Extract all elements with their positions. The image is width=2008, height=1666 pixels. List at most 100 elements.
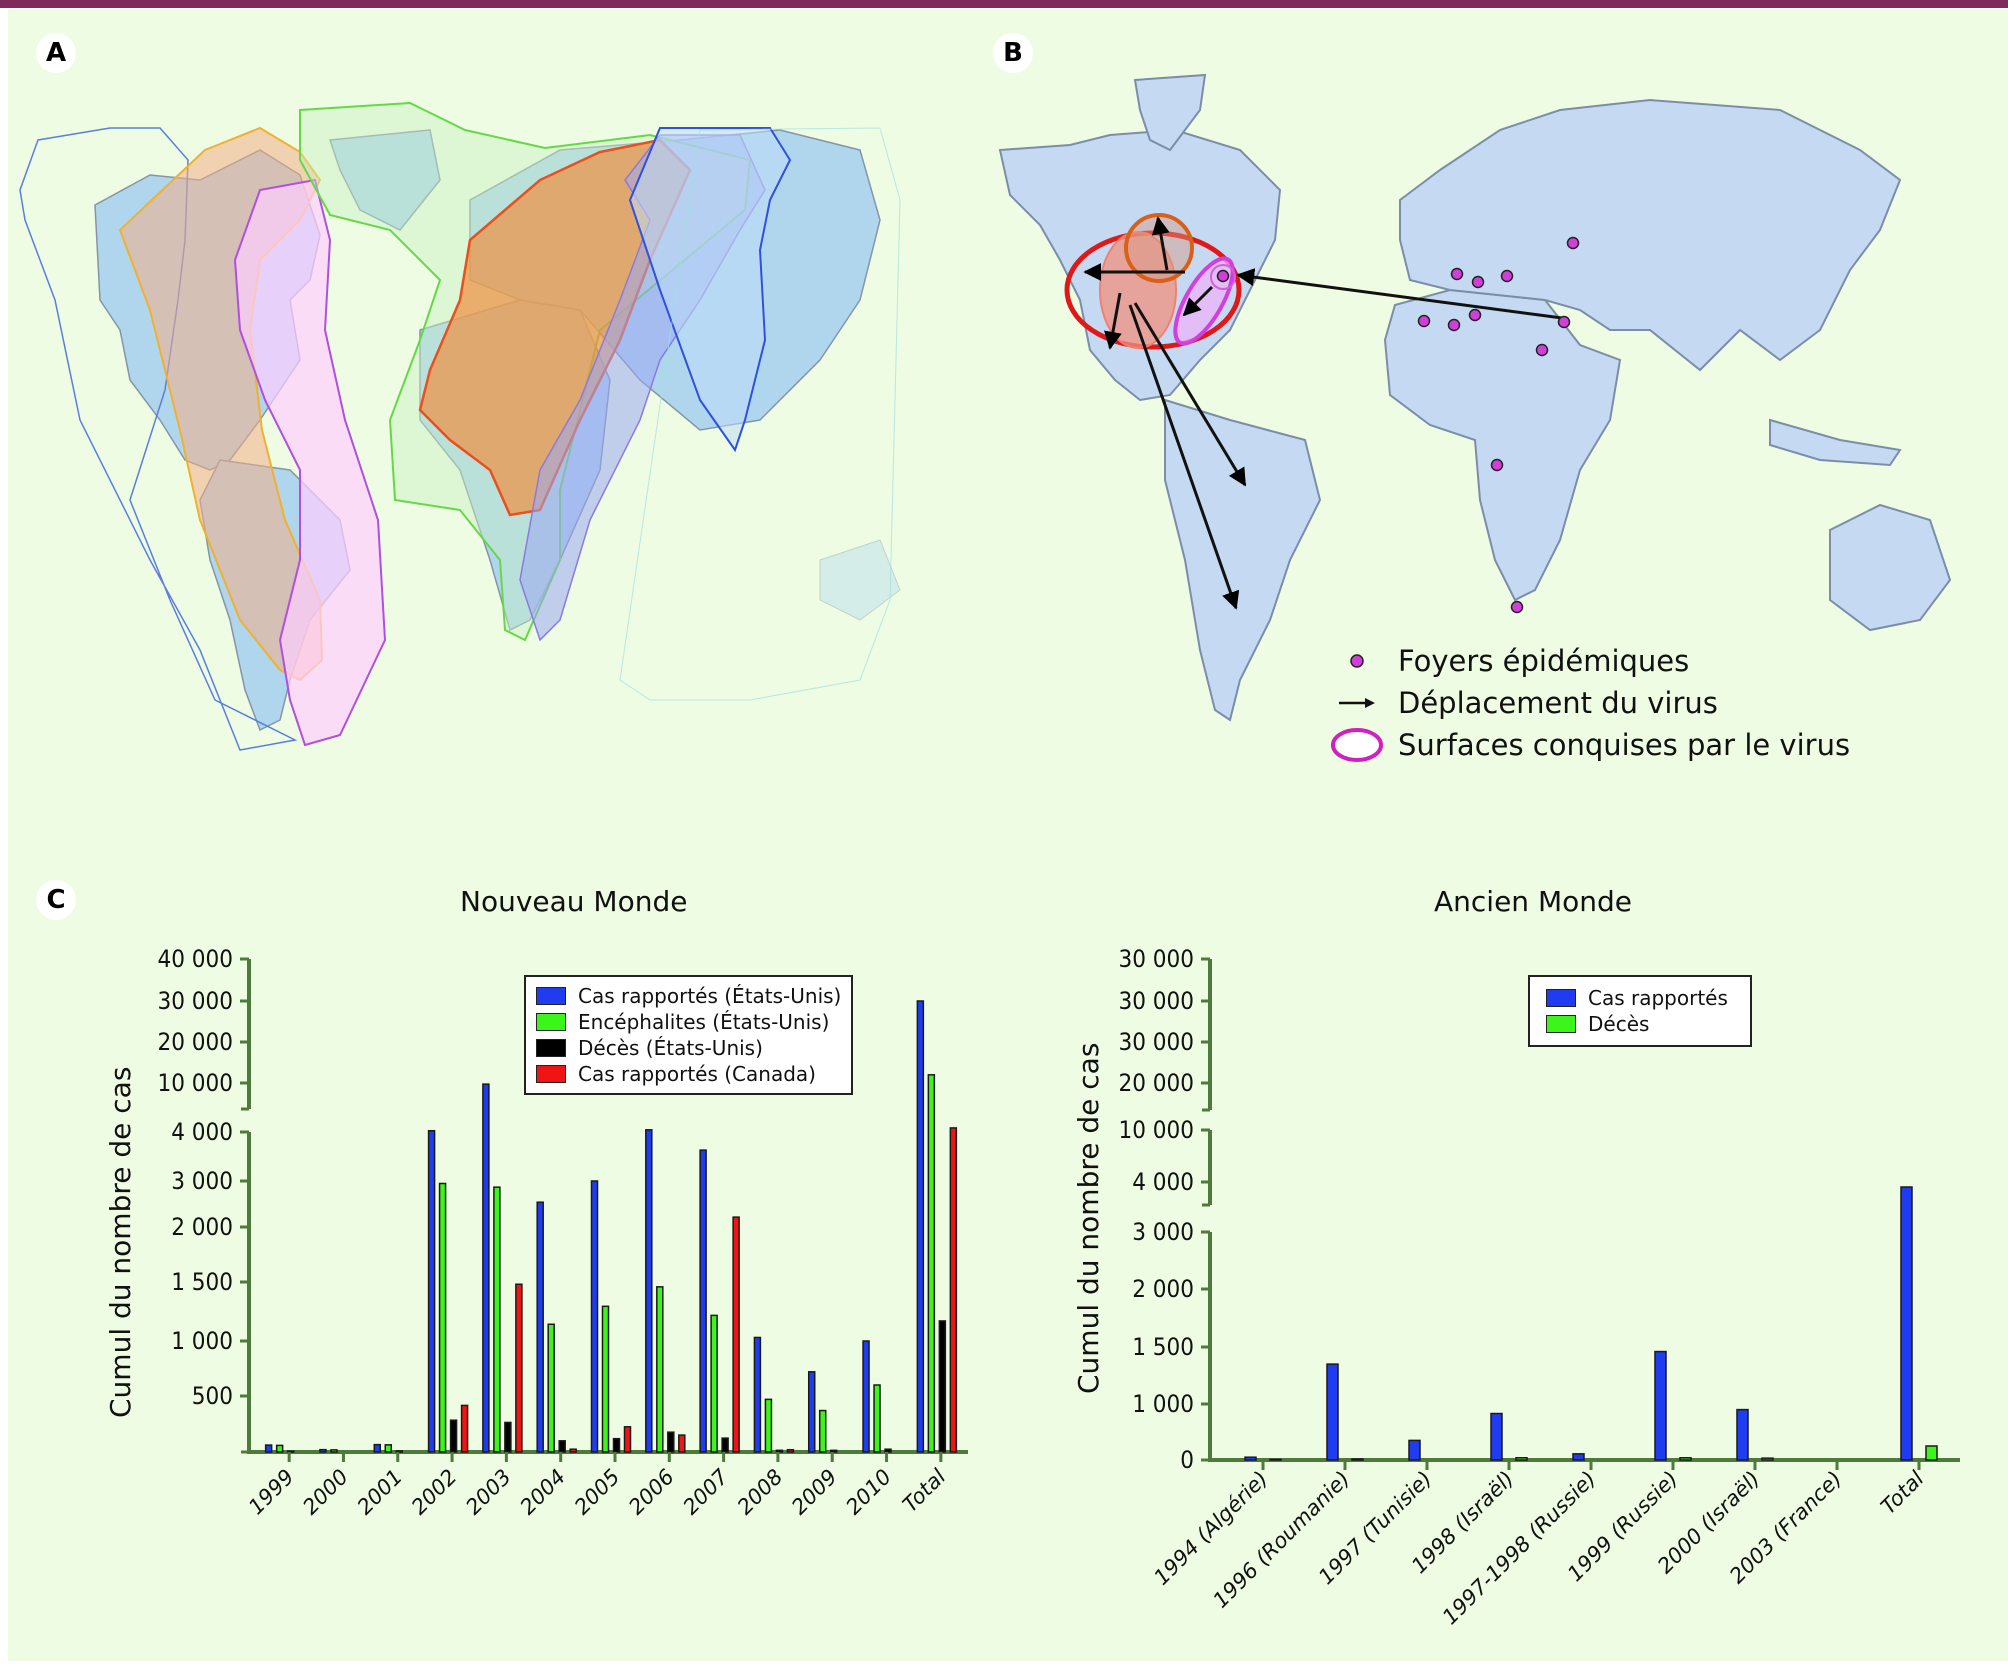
x-tick-label: Total <box>898 1464 950 1516</box>
y-tick-label: 2 000 <box>1132 1275 1194 1303</box>
panel-b-label: B <box>993 33 1033 73</box>
bar <box>504 1421 512 1453</box>
bar <box>493 1186 501 1453</box>
legend-item-outbreak: Foyers épidémiques <box>1330 640 1850 682</box>
surface-ellipse-pink-fill <box>1099 231 1177 349</box>
polygon-cyan-outline <box>619 127 901 701</box>
x-tick-label: Total <box>1876 1466 1928 1518</box>
bar <box>1761 1457 1774 1461</box>
x-tick-label: 1997-1998 (Russie) <box>1438 1467 1601 1630</box>
bar <box>1408 1439 1421 1461</box>
legend-item-movement: Déplacement du virus <box>1330 682 1850 724</box>
legend-item-surface: Surfaces conquises par le virus <box>1330 724 1850 766</box>
legend-label: Cas rapportés <box>1588 986 1728 1010</box>
y-tick-label: 1 500 <box>1132 1333 1194 1361</box>
x-tick-label: 2007 <box>678 1464 733 1519</box>
virus-movements <box>1083 216 1563 610</box>
outbreak-dot <box>1510 600 1524 614</box>
legend-label: Décès (États-Unis) <box>578 1036 763 1060</box>
y-tick-label: 20 000 <box>157 1028 233 1056</box>
bar <box>536 1201 544 1453</box>
outbreak-dot <box>1471 275 1485 289</box>
x-tick-label: 2002 <box>407 1465 462 1520</box>
top-color-bar <box>0 0 2008 8</box>
legend-item: Décès (États-Unis) <box>536 1035 841 1061</box>
bar <box>645 1129 653 1453</box>
chart-title-new-world: Nouveau Monde <box>460 885 688 918</box>
chart-title-old-world: Ancien Monde <box>1434 885 1632 918</box>
bar <box>384 1444 393 1453</box>
legend-item: Décès <box>1546 1011 1728 1037</box>
landmass-south-america-b <box>1164 398 1322 722</box>
y-tick-label: 3 000 <box>171 1167 233 1195</box>
legend-swatch-blue <box>536 987 566 1005</box>
polygon-pink-range <box>233 178 387 747</box>
bar <box>656 1286 664 1453</box>
landmass-australia <box>819 539 901 621</box>
bar <box>1515 1457 1528 1461</box>
bar <box>807 1371 816 1453</box>
landmass-greenland-b <box>1133 73 1207 152</box>
bar <box>732 1216 740 1453</box>
surface-circle-small <box>1210 264 1236 290</box>
y-tick-label: 30 000 <box>1118 945 1194 973</box>
bar <box>678 1434 686 1453</box>
x-tick-label: 2006 <box>624 1465 679 1520</box>
landmass-greenland <box>328 129 441 231</box>
outbreak-dot <box>1468 308 1482 322</box>
surface-ellipse-orange <box>1124 213 1194 283</box>
bar <box>1736 1408 1749 1461</box>
y-tick-label: 10 000 <box>157 1069 233 1097</box>
y-tick-label: 4 000 <box>1132 1168 1194 1196</box>
bar <box>330 1449 338 1453</box>
x-tick-label: 2000 <box>298 1465 353 1520</box>
x-tick-label: 2009 <box>787 1465 842 1520</box>
outbreak-dot <box>1490 458 1504 472</box>
arrow-north <box>1151 216 1170 271</box>
legend-item: Cas rapportés (Canada) <box>536 1061 841 1087</box>
landmass-eurasia-b <box>1399 98 1902 372</box>
y-tick-label: 3 000 <box>1132 1218 1194 1246</box>
y-tick-label: 30 000 <box>1118 987 1194 1015</box>
x-tick-label: 1996 (Roumanie) <box>1208 1467 1354 1613</box>
x-tick-label: 1999 <box>244 1465 299 1520</box>
y-tick-label: 1 000 <box>1132 1390 1194 1418</box>
bar <box>1326 1363 1339 1461</box>
y-tick-label: 30 000 <box>1118 1028 1194 1056</box>
bar <box>786 1449 795 1453</box>
bar <box>395 1450 404 1453</box>
bar <box>427 1129 436 1453</box>
bar <box>286 1450 295 1453</box>
legend-old-world: Cas rapportés Décès <box>1528 975 1752 1047</box>
bar <box>1654 1350 1667 1461</box>
y-tick-label: 1 000 <box>171 1327 233 1355</box>
bar <box>1351 1458 1364 1461</box>
arrow-right-icon <box>1330 696 1384 710</box>
bar <box>1269 1458 1282 1461</box>
legend-swatch-green <box>1546 1015 1576 1033</box>
x-tick-label: 2008 <box>733 1465 788 1520</box>
y-tick-label: 0 <box>1180 1446 1194 1474</box>
outbreak-dot <box>1500 269 1514 283</box>
y-tick-label: 500 <box>192 1382 233 1410</box>
bar <box>264 1444 273 1453</box>
y-tick-label: 1 500 <box>171 1268 233 1296</box>
bar <box>873 1384 881 1453</box>
bar <box>667 1431 675 1453</box>
arrow-south-america-south <box>1128 304 1240 610</box>
panel-c-label: C <box>36 880 76 920</box>
bar <box>515 1283 523 1453</box>
bar <box>612 1437 621 1453</box>
bar <box>938 1320 947 1453</box>
bar <box>373 1443 382 1453</box>
bar <box>721 1437 729 1453</box>
bar <box>753 1336 762 1453</box>
bar <box>547 1323 555 1453</box>
outbreak-dot-icon <box>1330 653 1384 669</box>
outbreak-dot <box>1417 314 1431 328</box>
x-tick-label: 2010 <box>841 1465 896 1520</box>
bar <box>818 1409 827 1453</box>
legend-label: Cas rapportés (États-Unis) <box>578 984 842 1008</box>
